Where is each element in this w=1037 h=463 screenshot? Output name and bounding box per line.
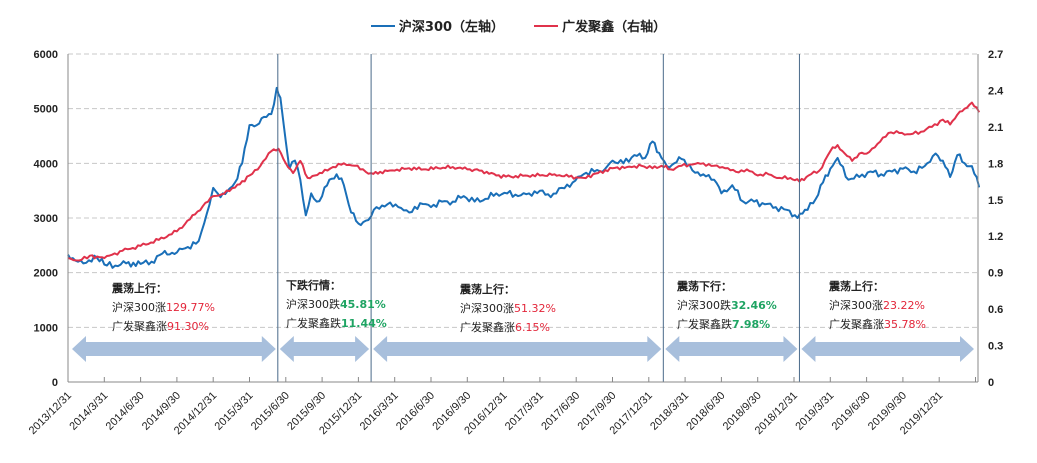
y-right-tick-label: 1.2 (988, 231, 1003, 243)
period-double-arrow (279, 336, 370, 362)
y-right-tick-label: 1.8 (988, 158, 1003, 170)
annotation-hs300-line: 沪深300跌32.46% (677, 299, 777, 312)
y-right-tick-label: 0 (988, 377, 994, 389)
annotation-title: 震荡下行： (677, 280, 732, 293)
annotation-period-4: 震荡下行： 沪深300跌32.46% 广发聚鑫跌7.98% (677, 277, 777, 334)
fund-change-value: 35.78% (884, 318, 926, 331)
annotation-hs300-line: 沪深300涨51.32% (460, 302, 556, 315)
y-right-tick-label: 0.3 (988, 341, 1003, 353)
annotation-period-2: 下跌行情： 沪深300跌45.81% 广发聚鑫跌11.44% (286, 276, 387, 333)
annotation-title: 震荡上行： (829, 280, 884, 293)
legend-label-hs300: 沪深300（左轴） (398, 20, 505, 35)
y-left-tick-label: 1000 (34, 322, 58, 334)
legend-label-fund: 广发聚鑫（右轴） (562, 20, 667, 35)
period-double-arrow (72, 336, 276, 362)
fund-change-value: 91.30% (167, 320, 209, 333)
annotation-hs300-line: 沪深300涨23.22% (829, 299, 925, 312)
x-tick-label: 2019/6/30 (830, 390, 873, 433)
legend-item-hs300: 沪深300（左轴） (370, 16, 505, 35)
hs300-change-value: 129.77% (166, 301, 215, 314)
annotation-fund-line: 广发聚鑫涨91.30% (112, 320, 209, 333)
annotation-period-5: 震荡上行： 沪深300涨23.22% 广发聚鑫涨35.78% (829, 277, 926, 334)
y-right-tick-label: 1.5 (988, 195, 1003, 207)
x-tick-label: 2015/6/30 (249, 390, 292, 433)
annotation-hs300-line: 沪深300跌45.81% (286, 298, 386, 311)
x-tick-label: 2019/3/31 (793, 390, 836, 433)
y-axis-left-labels: 0 1000 2000 3000 4000 5000 6000 (34, 49, 58, 389)
x-tick-label: 2018/3/31 (648, 390, 691, 433)
y-right-tick-label: 0.9 (988, 268, 1003, 280)
annotation-period-3: 震荡上行： 沪深300涨51.32% 广发聚鑫涨6.15% (460, 280, 556, 337)
legend-item-fund: 广发聚鑫（右轴） (534, 16, 666, 35)
annotation-title: 震荡上行： (460, 283, 515, 296)
data-lines (67, 86, 981, 269)
y-left-tick-label: 3000 (34, 213, 58, 225)
legend-swatch-hs300 (370, 24, 395, 27)
y-left-tick-label: 2000 (34, 268, 58, 280)
y-left-tick-label: 4000 (34, 158, 58, 170)
y-right-tick-label: 0.6 (988, 304, 1003, 316)
y-right-tick-label: 2.7 (988, 49, 1003, 61)
y-left-tick-label: 6000 (34, 49, 58, 61)
period-double-arrow (801, 336, 974, 362)
annotation-fund-line: 广发聚鑫跌11.44% (286, 317, 387, 330)
x-tick-label: 2014/6/30 (104, 390, 147, 433)
y-left-tick-label: 5000 (34, 104, 58, 116)
period-dividers (277, 54, 800, 382)
fund-change-value: 6.15% (515, 321, 550, 334)
x-tick-label: 2017/3/31 (503, 390, 546, 433)
hs300-line (67, 86, 981, 269)
y-left-tick-label: 0 (52, 377, 58, 389)
y-right-tick-label: 2.4 (988, 85, 1004, 97)
hs300-change-value: 23.22% (883, 299, 925, 312)
period-arrows (72, 336, 974, 362)
x-tick-label: 2016/3/31 (358, 390, 401, 433)
x-axis-labels: 2013/12/312014/3/312014/6/302014/9/30201… (27, 390, 946, 437)
hs300-change-value: 45.81% (340, 298, 386, 311)
hs300-change-value: 51.32% (514, 302, 556, 315)
hs300-change-value: 32.46% (731, 299, 777, 312)
annotation-title: 下跌行情： (286, 279, 341, 292)
chart-legend: 沪深300（左轴） 广发聚鑫（右轴） (0, 16, 1037, 35)
annotation-period-1: 震荡上行： 沪深300涨129.77% 广发聚鑫涨91.30% (112, 279, 215, 336)
axes (67, 54, 979, 383)
annotation-fund-line: 广发聚鑫跌7.98% (677, 318, 771, 331)
fund-line (67, 101, 980, 262)
x-tick-label: 2013/12/31 (27, 390, 74, 437)
x-tick-label: 2018/6/30 (684, 390, 727, 433)
period-double-arrow (665, 336, 798, 362)
y-axis-right-labels: 0 0.3 0.6 0.9 1.2 1.5 1.8 2.1 2.4 2.7 (988, 49, 1004, 389)
annotation-hs300-line: 沪深300涨129.77% (112, 301, 215, 314)
x-tick-label: 2016/6/30 (394, 390, 437, 433)
y-right-tick-label: 2.1 (988, 122, 1003, 134)
fund-change-value: 7.98% (732, 318, 771, 331)
legend-swatch-fund (534, 24, 559, 27)
x-tick-label: 2017/6/30 (539, 390, 582, 433)
annotation-fund-line: 广发聚鑫涨35.78% (829, 318, 926, 331)
annotation-title: 震荡上行： (112, 282, 167, 295)
annotation-fund-line: 广发聚鑫涨6.15% (460, 321, 550, 334)
x-tick-label: 2015/3/31 (213, 390, 256, 433)
fund-change-value: 11.44% (341, 317, 387, 330)
period-double-arrow (373, 336, 662, 362)
x-tick-label: 2014/3/31 (67, 390, 110, 433)
